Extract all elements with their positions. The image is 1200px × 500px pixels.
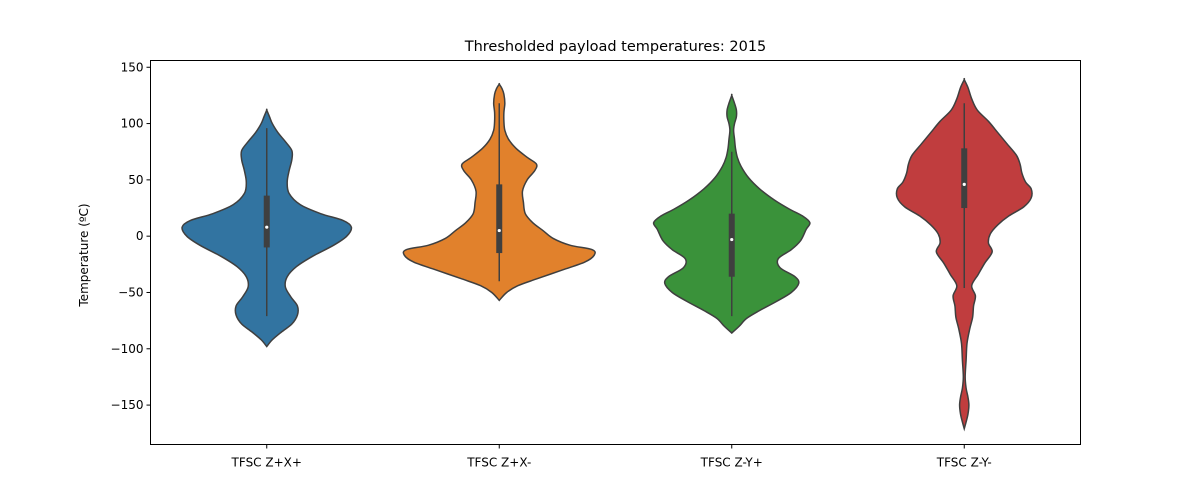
violin-median-marker (730, 237, 734, 242)
violin-iqr-box (961, 148, 968, 209)
y-tick-label: −150 (111, 398, 144, 412)
y-tick-label: 50 (128, 173, 143, 187)
y-tick-label: 150 (121, 60, 144, 74)
violin-median-marker (497, 228, 501, 233)
x-tick-label: TFSC Z+X+ (231, 456, 302, 470)
y-axis-ticks: 150 100 50 0 −50 −100 −150 (111, 60, 151, 412)
x-tick-label: TFSC Z-Y+ (700, 456, 763, 470)
x-axis-ticks: TFSC Z+X+ TFSC Z+X- TFSC Z-Y+ TFSC Z-Y- (231, 444, 992, 470)
plot-frame (150, 60, 1081, 445)
x-tick-label: TFSC Z+X- (466, 456, 531, 470)
violin-median-marker (962, 182, 966, 186)
y-tick-label: 0 (136, 229, 144, 243)
plot-area (181, 77, 1033, 432)
violin-median-marker (265, 225, 269, 229)
y-tick-label: −50 (118, 285, 143, 299)
chart-title: Thresholded payload temperatures: 2015 (464, 39, 767, 55)
violin-iqr-box (496, 184, 503, 254)
violin-iqr-box (728, 213, 735, 277)
x-tick-label: TFSC Z-Y- (936, 456, 992, 470)
y-axis-label: Temperature (ºC) (77, 203, 91, 307)
y-tick-label: 100 (121, 117, 144, 131)
y-tick-label: −100 (111, 342, 144, 356)
violin-iqr-box (263, 195, 270, 248)
